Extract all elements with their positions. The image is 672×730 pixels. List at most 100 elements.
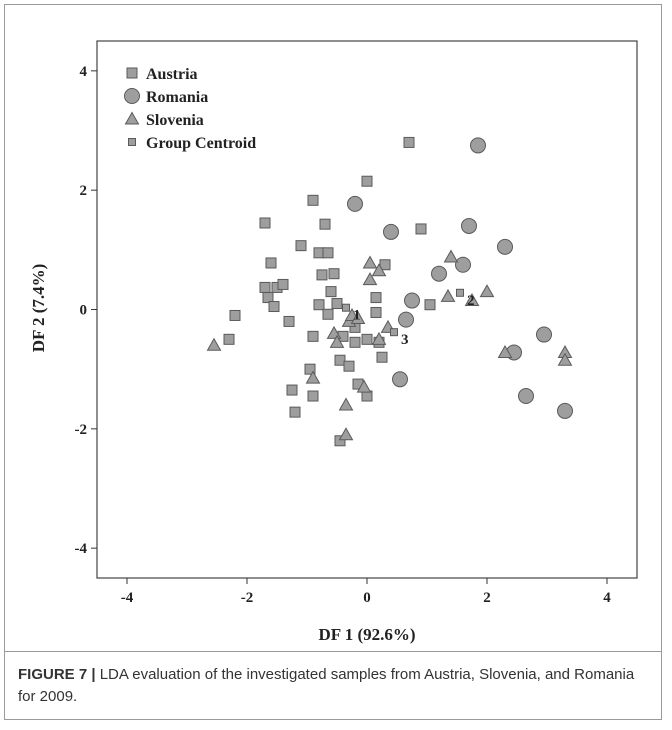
x-tick-label: 4: [603, 590, 611, 606]
romania-point: [557, 402, 573, 419]
austria-point: [343, 360, 355, 372]
austria-point: [265, 257, 277, 269]
y-tick-label: -2: [75, 422, 88, 438]
romania-point: [461, 217, 477, 234]
group-centroid-point: [390, 328, 398, 337]
austria-point: [322, 247, 334, 259]
romania-point: [536, 326, 552, 343]
austria-point: [334, 435, 346, 447]
group-centroid-point: [456, 288, 464, 297]
austria-point: [349, 336, 361, 348]
slovenia-point: [338, 427, 354, 441]
x-axis-label: DF 1 (92.6%): [318, 625, 415, 644]
austria-point: [331, 298, 343, 310]
austria-point: [223, 333, 235, 345]
romania-point: [497, 238, 513, 255]
y-tick-label: 4: [80, 64, 88, 80]
austria-point: [286, 384, 298, 396]
figure-number: FIGURE 7 |: [18, 666, 96, 683]
romania-point: [347, 195, 363, 212]
scatter-plot: -4 -2 0 2 4 -4 -2 0 2 4 1 2 3 Austria Romania Sloveni…: [29, 40, 638, 644]
romania-point: [470, 137, 486, 154]
austria-point: [283, 315, 295, 327]
x-tick-label: 2: [483, 590, 491, 606]
legend-austria-label: Austria: [146, 66, 198, 83]
caption-text: LDA evaluation of the investigated sampl…: [18, 666, 635, 705]
centroid-label: 3: [401, 332, 409, 348]
centroid-label: 2: [467, 293, 475, 309]
legend-group-centroid-marker: [128, 138, 136, 146]
y-tick-label: -4: [75, 541, 88, 557]
austria-point: [319, 218, 331, 230]
y-tick-label: 0: [80, 303, 88, 319]
legend-romania-label: Romania: [146, 89, 208, 106]
centroid-label: 1: [353, 308, 361, 324]
slovenia-point: [371, 331, 387, 345]
austria-point: [307, 330, 319, 342]
austria-point: [313, 299, 325, 311]
romania-point: [392, 371, 408, 388]
slovenia-point: [362, 255, 378, 269]
slovenia-point: [206, 337, 222, 351]
austria-point: [268, 301, 280, 313]
austria-point: [361, 333, 373, 345]
austria-point: [259, 217, 271, 229]
legend-austria-marker: [126, 67, 138, 79]
legend-romania-marker: [124, 88, 140, 104]
slovenia-point: [464, 293, 480, 307]
legend: Austria Romania Slovenia Group Centroid: [124, 66, 256, 152]
slovenia-point: [557, 352, 573, 366]
austria-point: [415, 223, 427, 235]
legend-slovenia-label: Slovenia: [146, 112, 204, 129]
x-tick-label: -4: [121, 590, 134, 606]
slovenia-point: [371, 263, 387, 277]
romania-point: [383, 223, 399, 240]
austria-point: [325, 286, 337, 298]
austria-point: [328, 268, 340, 280]
austria-point: [259, 281, 271, 293]
slovenia-point: [440, 288, 456, 302]
x-tick-label: -2: [241, 590, 254, 606]
group-centroid-point: [342, 303, 350, 312]
austria-point: [277, 278, 289, 290]
austria-point: [370, 292, 382, 304]
y-tick-label: 2: [80, 183, 88, 199]
austria-point: [316, 269, 328, 281]
romania-point: [518, 388, 534, 405]
austria-point: [361, 175, 373, 187]
slovenia-point: [329, 334, 345, 348]
data-points: [206, 136, 573, 447]
legend-slovenia-marker: [124, 111, 140, 125]
centroid-labels: 1 2 3: [353, 293, 475, 348]
austria-point: [403, 136, 415, 148]
austria-point: [370, 306, 382, 318]
romania-point: [398, 311, 414, 328]
slovenia-point: [338, 397, 354, 411]
austria-point: [334, 354, 346, 366]
austria-point: [289, 406, 301, 418]
austria-point: [379, 259, 391, 271]
slovenia-point: [350, 310, 366, 324]
austria-point: [262, 292, 274, 304]
figure-caption: FIGURE 7 | LDA evaluation of the investi…: [18, 664, 648, 708]
caption-divider: [4, 651, 662, 652]
legend-group-centroid-label: Group Centroid: [146, 135, 256, 152]
slovenia-point: [362, 272, 378, 286]
austria-point: [307, 390, 319, 402]
y-axis-label: DF 2 (7.4%): [29, 264, 48, 353]
axis-ticks: -4 -2 0 2 4 -4 -2 0 2 4: [75, 64, 612, 606]
romania-point: [455, 256, 471, 273]
slovenia-point: [497, 344, 513, 358]
slovenia-point: [305, 370, 321, 384]
austria-point: [295, 240, 307, 252]
austria-point: [322, 308, 334, 320]
romania-point: [404, 292, 420, 309]
slovenia-point: [443, 249, 459, 263]
slovenia-point: [356, 379, 372, 393]
slovenia-point: [479, 284, 495, 298]
austria-point: [304, 363, 316, 375]
austria-point: [376, 351, 388, 363]
austria-point: [424, 299, 436, 311]
austria-point: [307, 194, 319, 206]
austria-point: [229, 309, 241, 321]
